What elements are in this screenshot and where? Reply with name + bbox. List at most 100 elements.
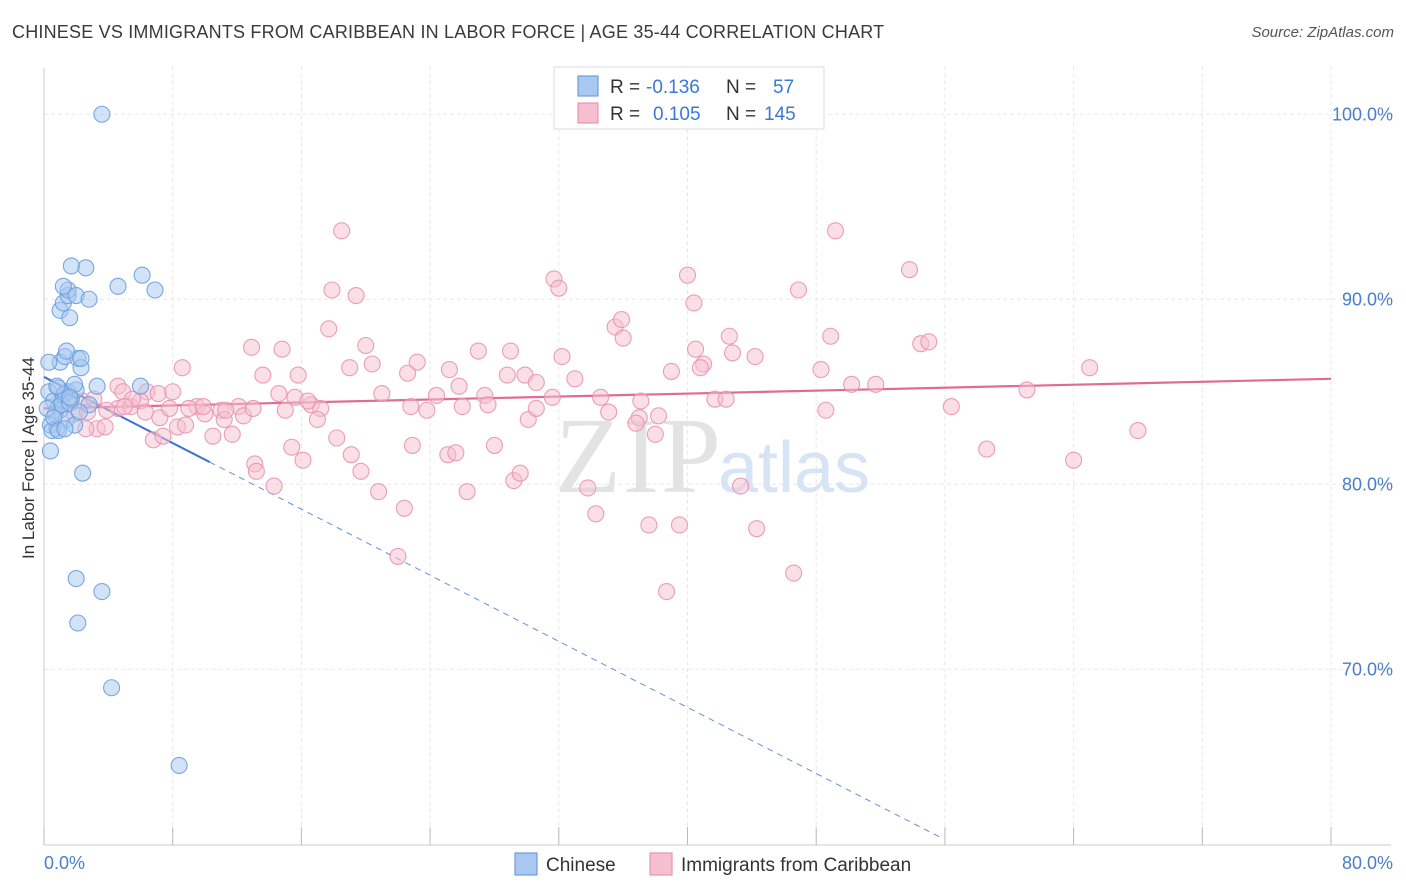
caribbean-point (670, 516, 689, 534)
tick-labels: 70.0% 80.0% 90.0% 100.0% 0.0% 80.0% (44, 104, 1393, 873)
caribbean-point (785, 564, 803, 582)
chinese-point (131, 377, 150, 395)
caribbean-point (136, 403, 154, 421)
chinese-point (93, 105, 111, 123)
caribbean-point (627, 414, 645, 432)
caribbean-point (900, 261, 919, 279)
caribbean-point (440, 360, 458, 379)
x-tick-label: 80.0% (1342, 853, 1393, 873)
legend-r-value-caribbean: 0.105 (653, 104, 701, 125)
bottom-legend: Chinese Immigrants from Caribbean (514, 852, 911, 876)
chinese-point (170, 756, 188, 775)
caribbean-point (812, 360, 830, 379)
source-label: Source: ZipAtlas.com (1251, 24, 1394, 41)
caribbean-point (223, 425, 241, 443)
legend-swatch-caribbean (577, 102, 599, 124)
y-tick-label: 100.0% (1332, 104, 1393, 124)
caribbean-point (550, 279, 568, 297)
caribbean-point (720, 327, 738, 345)
caribbean-point (686, 340, 705, 358)
caribbean-point (485, 436, 504, 454)
caribbean-point (149, 385, 167, 403)
caribbean-point (403, 436, 421, 454)
caribbean-point (276, 401, 294, 419)
caribbean-point (685, 294, 703, 312)
legend-n-value-chinese: 57 (773, 77, 794, 98)
caribbean-point (389, 547, 407, 565)
chinese-point (74, 464, 92, 482)
caribbean-point (164, 383, 182, 401)
chinese-point (54, 277, 72, 295)
series-caribbean-points (66, 222, 1147, 601)
caribbean-point (244, 399, 262, 417)
y-tick-label: 70.0% (1342, 659, 1393, 679)
caribbean-point (469, 342, 487, 360)
chinese-point (80, 290, 98, 308)
caribbean-point (323, 281, 341, 299)
caribbean-point (1081, 359, 1099, 377)
caribbean-point (579, 479, 597, 497)
caribbean-point (408, 353, 426, 371)
caribbean-point (587, 505, 605, 523)
caribbean-point (370, 483, 388, 501)
caribbean-point (527, 373, 545, 392)
caribbean-point (352, 462, 370, 480)
caribbean-point (308, 410, 327, 429)
caribbean-point (418, 401, 436, 419)
caribbean-point (270, 385, 288, 403)
series-chinese-points (38, 105, 188, 775)
caribbean-point (479, 396, 497, 414)
chinese-point (70, 403, 88, 421)
x-tick-label: 0.0% (44, 853, 85, 873)
caribbean-point (527, 399, 545, 417)
chinese-point (109, 277, 127, 295)
caribbean-point (826, 222, 845, 240)
caribbean-point (447, 444, 465, 462)
chinese-point (61, 388, 79, 406)
caribbean-point (194, 397, 212, 416)
caribbean-point (678, 266, 697, 284)
caribbean-point (732, 477, 750, 495)
caribbean-point (154, 427, 172, 445)
trend-line-chinese-extrapolated (209, 461, 942, 839)
caribbean-point (748, 520, 766, 538)
caribbean-point (920, 333, 938, 351)
caribbean-point (357, 336, 375, 355)
caribbean-point (612, 311, 631, 329)
chinese-point (88, 377, 106, 395)
chinese-point (61, 309, 79, 327)
bottom-legend-label-chinese: Chinese (546, 855, 616, 876)
caribbean-point (498, 366, 516, 384)
caribbean-point (373, 385, 391, 403)
caribbean-point (333, 222, 351, 240)
caribbean-point (273, 340, 291, 358)
legend-n-label-chinese: N = (726, 77, 756, 98)
caribbean-point (320, 320, 338, 338)
chart-title: CHINESE VS IMMIGRANTS FROM CARIBBEAN IN … (12, 22, 885, 42)
chinese-point (103, 679, 121, 697)
caribbean-point (691, 359, 709, 377)
caribbean-point (746, 348, 764, 366)
caribbean-point (347, 286, 365, 305)
caribbean-point (265, 477, 283, 495)
caribbean-point (328, 429, 346, 447)
caribbean-point (614, 329, 632, 347)
chinese-point (40, 353, 58, 371)
caribbean-point (658, 582, 676, 601)
caribbean-point (453, 397, 471, 416)
caribbean-point (341, 359, 359, 377)
caribbean-point (173, 359, 191, 377)
y-axis-title: In Labor Force | Age 35-44 (19, 357, 38, 559)
caribbean-point (395, 499, 413, 517)
bottom-legend-swatch-caribbean (649, 852, 673, 876)
caribbean-point (640, 516, 658, 534)
caribbean-point (96, 418, 114, 436)
caribbean-point (723, 344, 742, 362)
legend-r-label-caribbean: R = (610, 104, 640, 125)
caribbean-point (843, 375, 861, 393)
caribbean-point (342, 446, 360, 464)
caribbean-point (867, 375, 885, 393)
chinese-point (62, 257, 80, 275)
chinese-point (67, 570, 85, 588)
caribbean-point (662, 362, 680, 380)
